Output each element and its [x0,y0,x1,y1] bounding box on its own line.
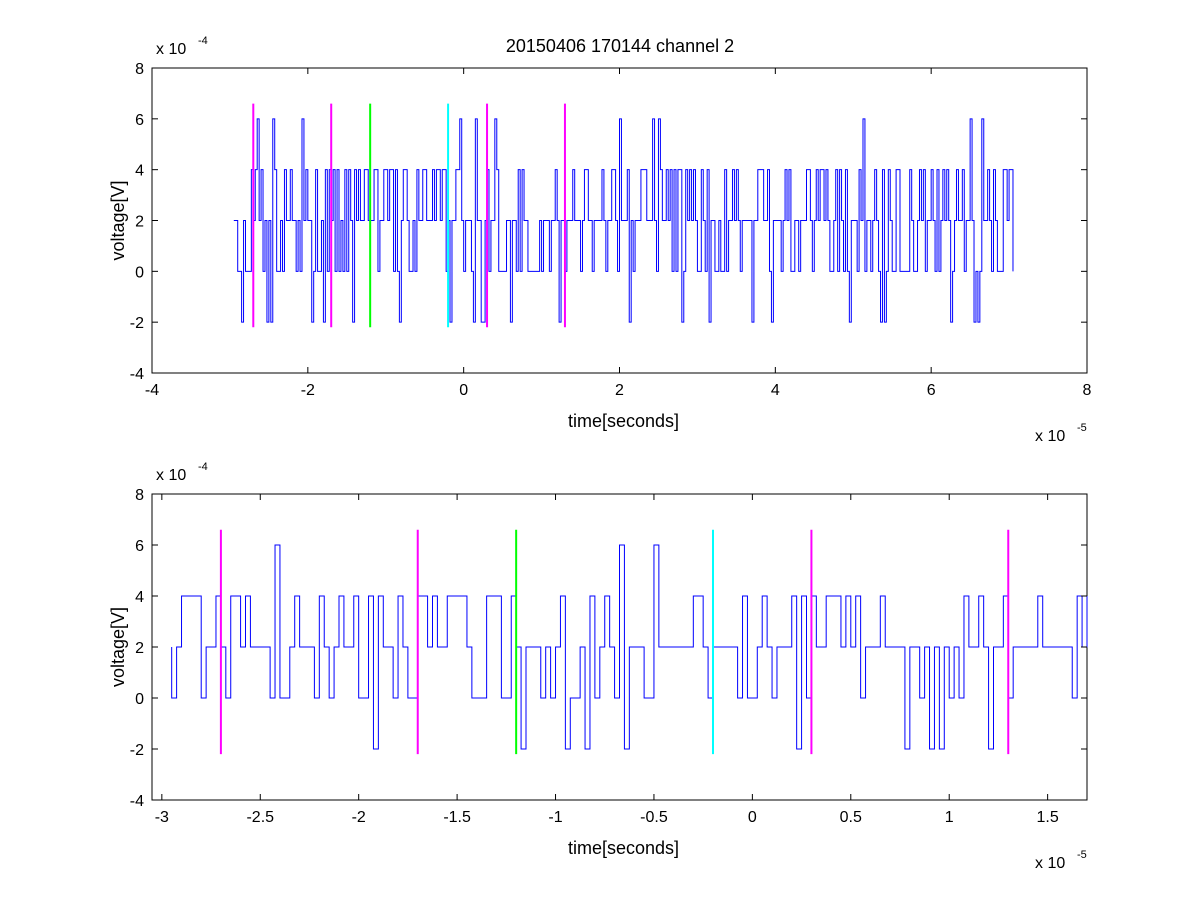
x-tick-label: 1.5 [1037,809,1059,826]
signal-series-line [171,544,1088,750]
x-tick-label: 4 [771,382,780,399]
y-exponent-superscript: -4 [198,35,208,47]
figure-title: 20150406 170144 channel 2 [506,36,734,56]
y-exponent-superscript: -4 [198,461,208,473]
signal-series-line [233,118,1014,323]
x-tick-label: 1 [945,809,954,826]
x-tick-label: 6 [927,382,936,399]
y-tick-label: -2 [130,742,144,759]
x-exponent-superscript: -5 [1077,849,1087,861]
x-tick-label: -2 [301,382,315,399]
x-exponent-label: x 10 [1035,855,1065,872]
top-plot-panel: -4 -2 0 2 4 6 8 -4 -2 0 2 4 6 8 time[seconds] voltage[V… [108,35,1092,445]
y-exponent-label: x 10 [156,467,186,484]
y-tick-label: 0 [135,264,144,281]
x-exponent-superscript: -5 [1077,422,1087,434]
x-tick-label: -2 [352,809,366,826]
x-tick-label: -3 [155,809,169,826]
x-tick-label: 8 [1083,382,1092,399]
x-tick-label: -0.5 [640,809,668,826]
y-tick-label: 6 [135,538,144,555]
x-tick-label: 0 [459,382,468,399]
y-tick-label: -4 [130,793,144,810]
x-tick-label: 0 [748,809,757,826]
y-tick-label: 4 [135,589,144,606]
x-axis-label: time[seconds] [568,411,679,431]
y-tick-label: 2 [135,214,144,231]
x-tick-label: 0.5 [840,809,862,826]
bottom-plot-panel: -3 -2.5 -2 -1.5 -1 -0.5 0 0.5 1 1.5 -4 -2 0 2 4 6 8 time[… [108,461,1088,872]
x-tick-label: -1.5 [443,809,471,826]
y-tick-label: 8 [135,61,144,78]
y-tick-label: 2 [135,640,144,657]
y-tick-label: -4 [130,366,144,383]
y-tick-label: 8 [135,487,144,504]
y-axis-label: voltage[V] [108,180,128,260]
y-axis-label: voltage[V] [108,607,128,687]
y-tick-label: 6 [135,112,144,129]
y-tick-label: -2 [130,315,144,332]
x-tick-label: -1 [548,809,562,826]
y-tick-label: 0 [135,691,144,708]
y-exponent-label: x 10 [156,41,186,58]
y-tick-label: 4 [135,163,144,180]
x-axis-label: time[seconds] [568,838,679,858]
x-tick-label: -4 [145,382,159,399]
x-tick-label: -2.5 [246,809,274,826]
x-tick-label: 2 [615,382,624,399]
x-exponent-label: x 10 [1035,428,1065,445]
